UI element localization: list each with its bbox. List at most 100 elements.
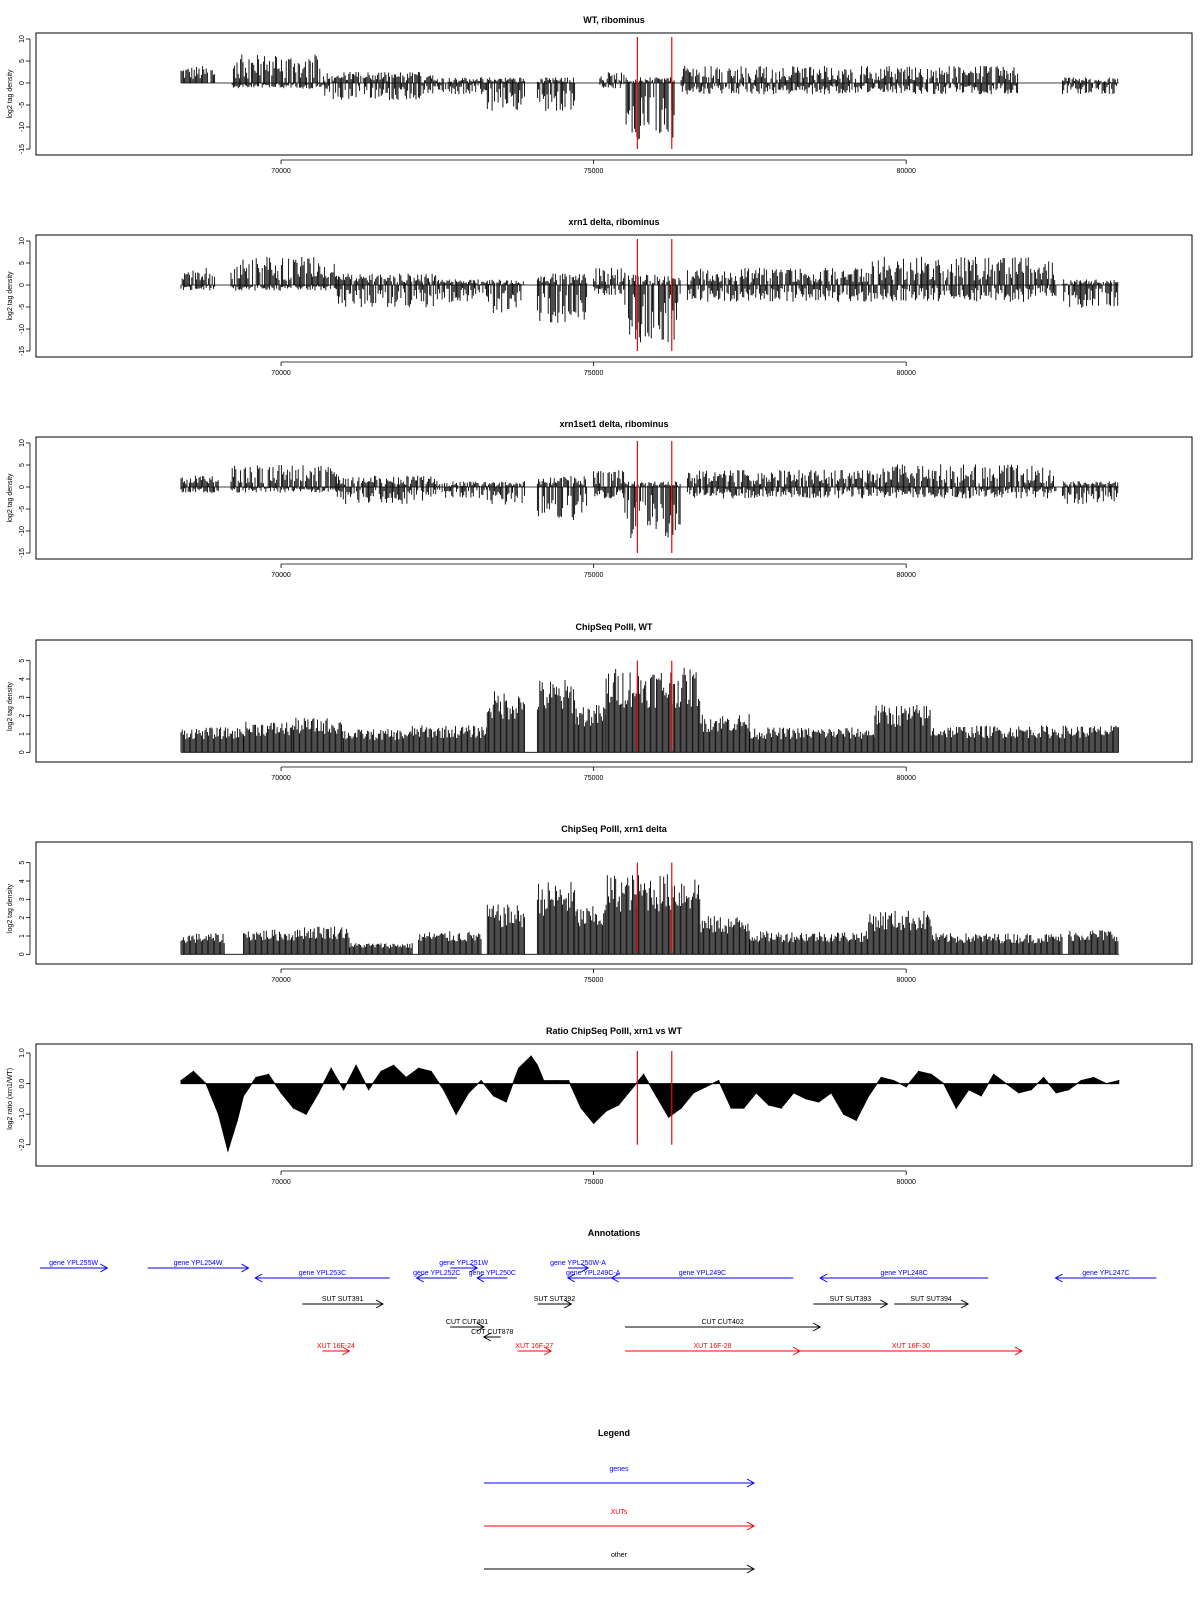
ratio-point	[918, 1070, 920, 1072]
feature-arrow	[302, 1299, 384, 1309]
legend-arrow	[484, 1478, 756, 1488]
feature-label: gene YPL249C	[679, 1270, 726, 1277]
ratio-point	[930, 1073, 932, 1075]
x-tick-label: 70000	[271, 370, 291, 377]
data-series	[180, 1055, 1120, 1153]
annotation-feature: gene YPL252C	[413, 1270, 460, 1283]
x-tick-label: 80000	[896, 168, 916, 175]
bar-marks	[411, 725, 488, 753]
panel-frame	[35, 639, 1193, 763]
arrow-head	[543, 1346, 553, 1356]
annotations-panel: Annotations gene YPL255W gene YPL254W gene …	[40, 1228, 1157, 1356]
profile-segment-14	[1068, 930, 1119, 955]
ratio-point	[880, 1076, 882, 1079]
bar-marks	[930, 725, 1119, 753]
y-tick-label: -10	[19, 324, 26, 334]
profile-segment-4	[343, 729, 413, 753]
bar-marks	[699, 916, 750, 955]
bar-marks	[180, 475, 219, 493]
profile-segment-4	[349, 943, 413, 955]
ratio-point	[730, 1107, 732, 1109]
bar-marks	[868, 910, 932, 955]
annotation-feature: gene YPL250W-A	[550, 1260, 606, 1273]
bar-marks	[536, 882, 576, 955]
y-tick-label: -5	[19, 506, 26, 512]
annotation-feature: gene YPL249C-A	[566, 1270, 621, 1283]
data-series	[180, 667, 1119, 753]
annotation-feature: gene YPL253C	[254, 1270, 390, 1283]
x-axis: 70000 75000 80000	[271, 361, 916, 377]
bar-marks	[686, 469, 870, 499]
bar-marks	[243, 929, 300, 955]
ratio-point	[543, 1080, 545, 1082]
y-axis: 10 5 0 -5 -10 -15	[19, 439, 31, 558]
ratio-point	[1118, 1080, 1120, 1082]
ratio-point	[630, 1089, 632, 1091]
panel-frame	[35, 841, 1193, 965]
ratio-point	[855, 1119, 857, 1121]
profile-segment-1	[180, 727, 244, 753]
bar-marks	[299, 926, 350, 955]
bar-marks	[230, 465, 338, 493]
x-tick-label: 75000	[584, 775, 604, 782]
profile-segment-4	[436, 77, 487, 95]
ratio-point	[536, 1064, 539, 1066]
feature-label: SUT SUT393	[830, 1296, 872, 1303]
feature-arrow	[625, 1322, 822, 1332]
x-tick-label: 70000	[271, 168, 291, 175]
ratio-point	[818, 1101, 820, 1103]
feature-label: gene YPL248C	[881, 1270, 928, 1277]
feature-arrow	[567, 1263, 590, 1273]
profile-segment-5	[411, 725, 488, 753]
bar-marks	[180, 268, 216, 291]
profile-segment-10	[868, 464, 1057, 499]
ratio-point	[755, 1092, 757, 1094]
ratio-point	[343, 1089, 345, 1091]
track-panel-6: Ratio ChipSeq PolII, xrn1 vs WT 1.0 0.0 -1.…	[7, 1026, 1193, 1186]
profile-segment-8	[574, 906, 607, 955]
profile-segment-10	[811, 65, 1019, 95]
profile-segment-9	[605, 874, 701, 955]
ratio-point	[993, 1073, 995, 1075]
y-axis: 0 1 2 3 4 5	[19, 861, 31, 956]
bar-marks	[680, 66, 813, 95]
profile-segment-10	[868, 256, 1057, 302]
feature-arrow	[40, 1263, 109, 1273]
profile-segment-7	[593, 470, 626, 499]
ratio-point	[430, 1070, 432, 1072]
profile-segment-3	[293, 717, 344, 753]
feature-label: gene YPL249C-A	[566, 1270, 621, 1277]
profile-segment-9	[605, 667, 701, 753]
ratio-point	[1030, 1089, 1032, 1091]
ratio-point	[805, 1098, 807, 1100]
y-tick-label: 5	[19, 861, 26, 865]
feature-label: XUT 16F-30	[892, 1343, 930, 1350]
profile-segment-10	[699, 714, 750, 753]
x-axis: 70000 75000 80000	[271, 1170, 916, 1186]
annotation-feature: CUT CUT401	[446, 1319, 488, 1332]
feature-label: gene YPL254W	[174, 1260, 223, 1267]
y-tick-label: 5	[19, 261, 26, 265]
profile-segment-6	[536, 273, 588, 323]
x-axis: 70000 75000 80000	[271, 563, 916, 579]
annotation-feature: gene YPL247C	[1054, 1270, 1157, 1283]
ratio-point	[868, 1095, 870, 1097]
y-axis-label: log2 tag density	[7, 473, 14, 523]
arrow-head	[580, 1263, 590, 1273]
y-axis: 10 5 0 -5 -10 -15	[19, 35, 31, 154]
track-panel-3: xrn1set1 delta, ribominus 10 5 0 -5 -10 -15 log…	[7, 419, 1193, 579]
legend-arrow	[484, 1564, 756, 1574]
ratio-point	[1005, 1083, 1007, 1085]
annotation-feature: CUT CUT878	[471, 1329, 514, 1342]
ratio-point	[668, 1116, 670, 1118]
track-panel-1: WT, ribominus 10 5 0 -5 -10 -15 log2 tag densit…	[7, 15, 1193, 175]
arrow-head	[564, 1299, 573, 1309]
y-tick-label: -1.0	[19, 1108, 26, 1120]
feature-label: gene YPL251W	[439, 1260, 488, 1267]
ratio-point	[518, 1067, 520, 1069]
ratio-point	[1055, 1092, 1057, 1094]
annotation-feature: XUT 16F-28	[625, 1343, 801, 1356]
ratio-point	[355, 1064, 357, 1066]
ratio-point	[480, 1080, 482, 1082]
